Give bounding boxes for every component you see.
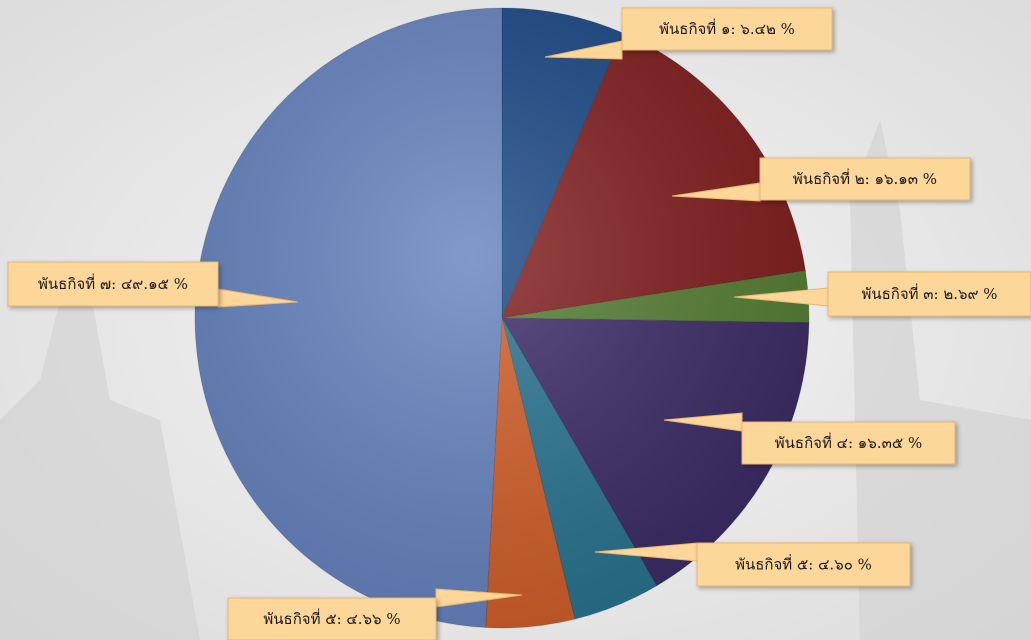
data-label: พันธกิจที่ ๗: ๔๙.๑๕ % (38, 273, 188, 293)
data-label: พันธกิจที่ ๕: ๔.๖๐ % (735, 554, 872, 574)
label-box (621, 7, 833, 51)
labels: พันธกิจที่ ๑: ๖.๔๒ % พันธกิจที่ ๒: ๑๖.๑๓ … (7, 7, 1031, 640)
background-silhouette (850, 120, 1031, 640)
background-silhouette (0, 290, 200, 640)
data-label: พันธกิจที่ ๒: ๑๖.๑๓ % (793, 168, 937, 188)
data-label: พันธกิจที่ ๔: ๑๖.๓๕ % (775, 432, 922, 452)
label-box (696, 542, 911, 587)
data-label: พันธกิจที่ ๓: ๒.๖๙ % (861, 283, 997, 303)
label-box (7, 261, 219, 307)
label-box (827, 271, 1031, 317)
label-box (759, 157, 971, 201)
data-label: พันธกิจที่ ๕: ๔.๖๖ % (263, 608, 400, 628)
pie (194, 7, 810, 629)
label-box (741, 421, 956, 465)
label-box (227, 597, 437, 640)
data-label: พันธกิจที่ ๑: ๖.๔๒ % (659, 18, 795, 38)
